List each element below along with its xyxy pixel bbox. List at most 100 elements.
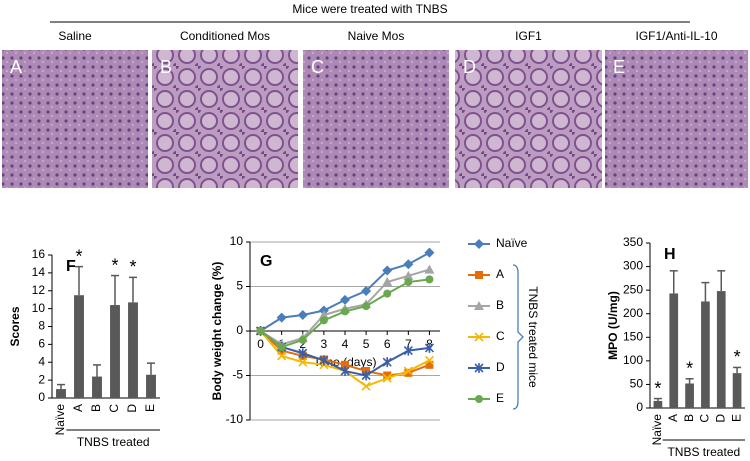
panel-title: Naive Mos — [348, 29, 405, 43]
significance-marker: * — [686, 359, 693, 379]
point — [403, 270, 414, 280]
histology-image — [605, 50, 748, 188]
header: Mice were treated with TNBS — [292, 2, 447, 16]
point — [403, 259, 414, 270]
point — [256, 327, 265, 335]
x-tick-label: 5 — [363, 337, 370, 351]
point — [276, 312, 287, 323]
point — [403, 366, 413, 376]
point — [382, 357, 392, 368]
bar — [56, 389, 66, 398]
point — [424, 342, 435, 353]
y-tick-label: 5 — [236, 279, 243, 293]
panel-title: IGF1/Anti-IL-10 — [635, 29, 717, 43]
point — [341, 307, 349, 316]
point — [382, 373, 392, 383]
point — [424, 355, 435, 365]
point — [361, 381, 371, 391]
y-tick-label: 14 — [32, 265, 46, 279]
significance-marker: * — [75, 246, 82, 266]
image-shade — [152, 50, 298, 188]
legend-label: Naïve — [496, 236, 528, 250]
significance-marker: * — [734, 347, 741, 367]
x-tick-label: 6 — [384, 337, 391, 351]
y-tick-label: 6 — [38, 337, 45, 351]
y-tick-label: 8 — [38, 319, 45, 333]
y-tick-label: 100 — [623, 353, 643, 367]
x-tick-label: A — [666, 414, 680, 422]
y-tick-label: 150 — [623, 329, 643, 343]
group-label: TNBS treated — [77, 435, 150, 449]
point — [361, 285, 372, 296]
x-tick-label: 7 — [405, 337, 412, 351]
y-tick-label: 2 — [38, 372, 45, 386]
x-tick-label: C — [107, 404, 121, 413]
panel-letter: G — [260, 253, 272, 270]
legend-label: A — [496, 267, 504, 281]
point — [382, 277, 393, 287]
point — [361, 370, 371, 381]
x-tick-label: B — [682, 414, 696, 422]
point — [298, 335, 307, 344]
histology-image — [152, 50, 298, 188]
bar — [92, 376, 102, 398]
panel-letter: C — [311, 57, 324, 77]
legend-bracket — [512, 264, 524, 410]
bar — [732, 373, 742, 408]
panel-letter: F — [66, 258, 76, 275]
panel-letter: A — [10, 57, 22, 77]
panel-title: IGF1 — [515, 29, 542, 43]
x-tick-label: D — [713, 414, 727, 423]
panel-letter: E — [613, 57, 625, 77]
bar — [110, 305, 120, 398]
y-tick-label: 300 — [623, 259, 643, 273]
point — [341, 360, 349, 369]
x-tick-label: 4 — [342, 337, 349, 351]
y-tick-label: 50 — [630, 377, 644, 391]
histology-image — [455, 50, 602, 188]
bar — [685, 383, 694, 408]
x-tick-label: E — [143, 404, 157, 412]
bar — [653, 400, 663, 408]
x-tick-label: 3 — [321, 337, 328, 351]
y-tick-label: -10 — [226, 412, 244, 426]
y-tick-label: 0 — [38, 390, 45, 404]
legend-marker — [475, 395, 483, 403]
y-tick-label: 10 — [32, 301, 46, 315]
legend-label: E — [496, 391, 504, 405]
legend-marker — [474, 332, 484, 342]
legend-marker — [475, 271, 483, 279]
point — [277, 343, 286, 352]
point — [298, 357, 308, 367]
point — [404, 368, 413, 377]
y-tick-label: 4 — [38, 354, 45, 368]
image-shade — [2, 50, 148, 188]
group-label: TNBS treated — [667, 445, 740, 459]
legend-marker — [474, 301, 484, 310]
panel-title: Conditioned Mos — [180, 29, 270, 43]
y-tick-label: 10 — [230, 234, 244, 248]
significance-marker: * — [129, 257, 136, 277]
point — [362, 302, 371, 311]
image-shade — [303, 50, 449, 188]
x-tick-label: A — [71, 404, 85, 412]
image-shade — [455, 50, 602, 188]
x-tick-label: 0 — [257, 337, 264, 351]
histology-image — [2, 50, 148, 188]
point — [297, 309, 308, 320]
point — [383, 289, 392, 298]
significance-marker: * — [654, 378, 661, 398]
bar — [128, 302, 138, 398]
point — [340, 294, 350, 305]
point — [424, 264, 435, 274]
y-tick-label: 0 — [236, 323, 243, 337]
point — [340, 366, 350, 377]
point — [383, 371, 392, 380]
bar — [716, 291, 726, 408]
legend-group-label: TNBS treated mice — [526, 286, 540, 388]
point — [425, 360, 434, 369]
image-shade — [605, 50, 748, 188]
panel-letter: H — [664, 246, 676, 263]
